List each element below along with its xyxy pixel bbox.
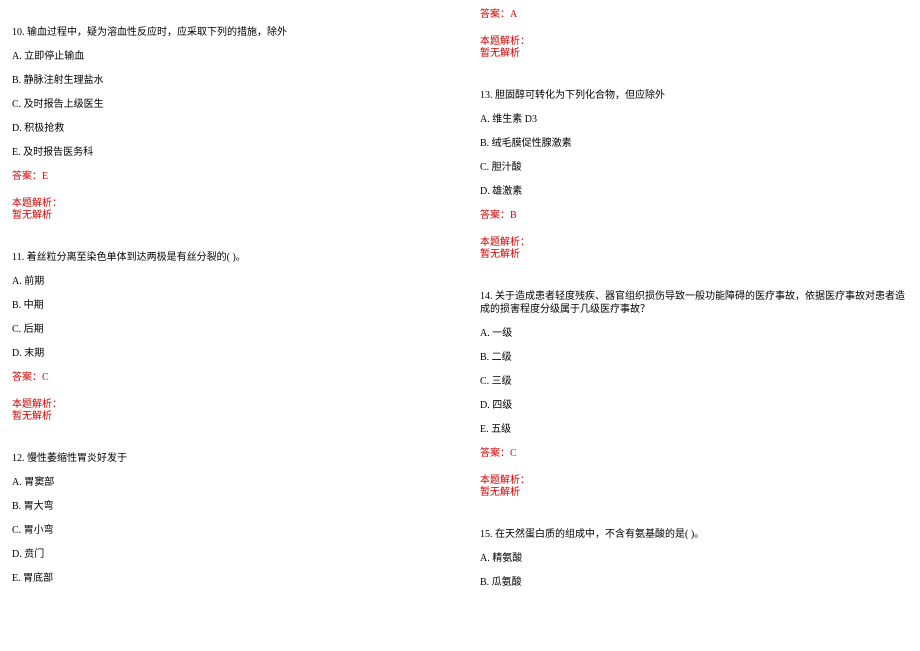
analysis-label: 本题解析：	[480, 471, 908, 486]
analysis-body: 暂无解析	[480, 486, 908, 499]
analysis-body: 暂无解析	[12, 410, 440, 423]
q15-opt-a: A. 精氨酸	[480, 552, 908, 565]
q14-opt-e: E. 五级	[480, 423, 908, 436]
q10-opt-e: E. 及时报告医务科	[12, 146, 440, 159]
q14-opt-b: B. 二级	[480, 351, 908, 364]
analysis-label: 本题解析：	[12, 194, 440, 209]
analysis-label: 本题解析：	[480, 233, 908, 248]
q12-opt-a: A. 胃窦部	[12, 476, 440, 489]
q14-analysis: 本题解析： 暂无解析	[480, 471, 908, 510]
q12-opt-b: B. 胃大弯	[12, 500, 440, 513]
q12-opt-e: E. 胃底部	[12, 572, 440, 585]
q14-stem: 14. 关于造成患者轻度残疾、器官组织损伤导致一般功能障碍的医疗事故，依据医疗事…	[480, 290, 908, 316]
analysis-body: 暂无解析	[480, 248, 908, 261]
q14-opt-d: D. 四级	[480, 399, 908, 412]
analysis-body: 暂无解析	[480, 47, 908, 60]
analysis-label: 本题解析：	[12, 395, 440, 410]
analysis-label: 本题解析：	[480, 32, 908, 47]
q15-stem: 15. 在天然蛋白质的组成中，不含有氨基酸的是( )。	[480, 528, 908, 541]
prev-analysis: 本题解析： 暂无解析	[480, 32, 908, 71]
q15-opt-b: B. 瓜氨酸	[480, 576, 908, 589]
q10-opt-c: C. 及时报告上级医生	[12, 98, 440, 111]
left-column: 10. 输血过程中，疑为溶血性反应时，应采取下列的措施，除外 A. 立即停止输血…	[12, 8, 460, 643]
q14-opt-c: C. 三级	[480, 375, 908, 388]
right-column: 答案：A 本题解析： 暂无解析 13. 胆固醇可转化为下列化合物，但应除外 A.…	[460, 8, 908, 643]
prev-answer: 答案：A	[480, 8, 908, 21]
q10-answer: 答案：E	[12, 170, 440, 183]
q13-opt-c: C. 胆汁酸	[480, 161, 908, 174]
analysis-body: 暂无解析	[12, 209, 440, 222]
q11-opt-d: D. 末期	[12, 347, 440, 360]
q13-analysis: 本题解析： 暂无解析	[480, 233, 908, 272]
q12-stem: 12. 慢性萎缩性胃炎好发于	[12, 452, 440, 465]
q11-opt-b: B. 中期	[12, 299, 440, 312]
q13-opt-b: B. 绒毛膜促性腺激素	[480, 137, 908, 150]
q13-opt-d: D. 雄激素	[480, 185, 908, 198]
q14-opt-a: A. 一级	[480, 327, 908, 340]
q13-opt-a: A. 维生素 D3	[480, 113, 908, 126]
q10-analysis: 本题解析： 暂无解析	[12, 194, 440, 233]
q11-opt-c: C. 后期	[12, 323, 440, 336]
q10-opt-d: D. 积极抢救	[12, 122, 440, 135]
q10-opt-a: A. 立即停止输血	[12, 50, 440, 63]
q12-opt-c: C. 胃小弯	[12, 524, 440, 537]
q13-stem: 13. 胆固醇可转化为下列化合物，但应除外	[480, 89, 908, 102]
q13-answer: 答案：B	[480, 209, 908, 222]
q11-opt-a: A. 前期	[12, 275, 440, 288]
q11-stem: 11. 着丝粒分离至染色单体到达两极是有丝分裂的( )。	[12, 251, 440, 264]
q10-stem: 10. 输血过程中，疑为溶血性反应时，应采取下列的措施，除外	[12, 26, 440, 39]
q14-answer: 答案：C	[480, 447, 908, 460]
q11-answer: 答案：C	[12, 371, 440, 384]
q11-analysis: 本题解析： 暂无解析	[12, 395, 440, 434]
q12-opt-d: D. 贲门	[12, 548, 440, 561]
q10-opt-b: B. 静脉注射生理盐水	[12, 74, 440, 87]
